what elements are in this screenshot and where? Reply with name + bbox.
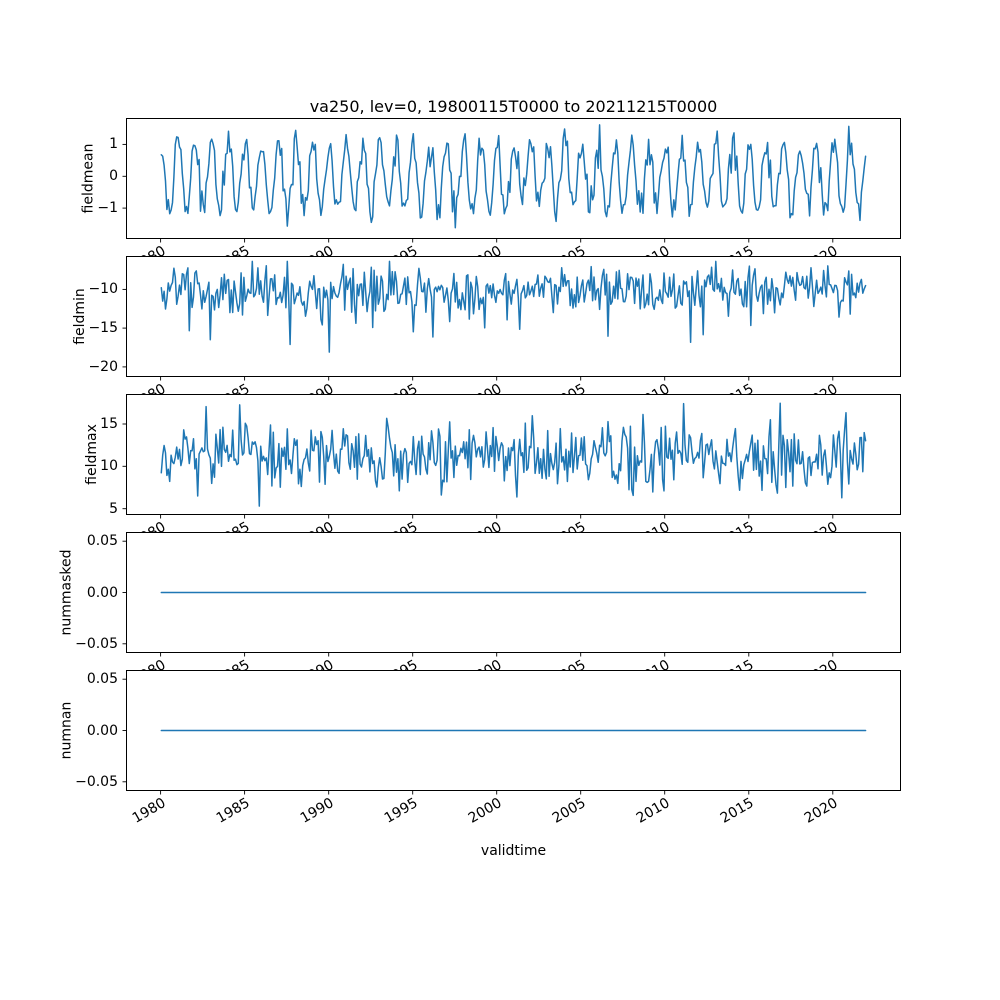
- y-tick-label: 10: [100, 458, 118, 475]
- y-tick-label: 1: [109, 136, 118, 153]
- x-tick-label: 1985: [213, 795, 253, 827]
- axes-canvas-nummasked: [122, 532, 901, 657]
- axes-canvas-fieldmax: [122, 394, 901, 519]
- axes-canvas-fieldmean: [122, 118, 901, 243]
- y-axis-title: fieldmin: [71, 288, 88, 345]
- y-tick-label: −0.05: [75, 773, 118, 790]
- axes-frame: [126, 394, 901, 515]
- x-tick-label: 1980: [129, 795, 169, 827]
- x-tick-label: 1995: [381, 795, 421, 827]
- x-tick-label: 2010: [633, 795, 673, 827]
- y-tick-label: −10: [88, 281, 118, 298]
- y-axis-title: fieldmax: [83, 424, 100, 485]
- y-tick-label: −0.05: [75, 635, 118, 652]
- y-tick-label: −1: [97, 200, 118, 217]
- y-tick-label: 0: [109, 168, 118, 185]
- series-line-fieldmax: [160, 402, 867, 507]
- y-tick-label: 0.05: [86, 533, 118, 550]
- y-tick-label: 0.00: [86, 722, 118, 739]
- y-axis-title: numnan: [58, 701, 75, 760]
- x-tick-label: 1990: [297, 795, 337, 827]
- subplot-fieldmax: 5101519801985199019952000200520102015202…: [83, 394, 901, 551]
- axes-frame: [126, 118, 901, 239]
- series-line-fieldmin: [160, 260, 867, 353]
- y-axis-title: nummasked: [58, 549, 75, 636]
- y-tick-label: 15: [100, 416, 118, 433]
- y-tick-label: 5: [109, 500, 118, 517]
- series-line-fieldmean: [160, 124, 867, 229]
- axes-frame: [126, 532, 901, 653]
- y-tick-label: −20: [88, 358, 118, 375]
- y-tick-label: 0.00: [86, 584, 118, 601]
- y-axis-title: fieldmean: [80, 143, 97, 214]
- x-axis-label: validtime: [480, 843, 547, 859]
- y-tick-label: 0.05: [86, 671, 118, 688]
- axes-canvas-numnan: [122, 670, 901, 795]
- x-tick-label: 2015: [717, 795, 757, 827]
- axes-frame: [126, 670, 901, 791]
- subplot-nummasked: −0.050.000.05198019851990199520002005201…: [59, 532, 901, 689]
- axes-canvas-fieldmin: [122, 256, 901, 381]
- subplot-numnan: −0.05 0.00 0.05 1980 1985 1990 1995 2000 2005 201…: [58, 670, 901, 827]
- chart-title: va250, lev=0, 19800115T0000 to 20211215T…: [309, 97, 718, 116]
- axes-frame: [126, 256, 901, 377]
- x-tick-label: 2000: [465, 795, 505, 827]
- x-tick-label: 2020: [801, 795, 841, 827]
- subplot-fieldmean: −101198019851990199520002005201020152020…: [80, 118, 901, 275]
- subplot-fieldmin: −20−15−101980198519901995200020052010201…: [71, 256, 901, 413]
- x-tick-label: 2005: [549, 795, 589, 827]
- y-tick-label: −15: [88, 320, 118, 337]
